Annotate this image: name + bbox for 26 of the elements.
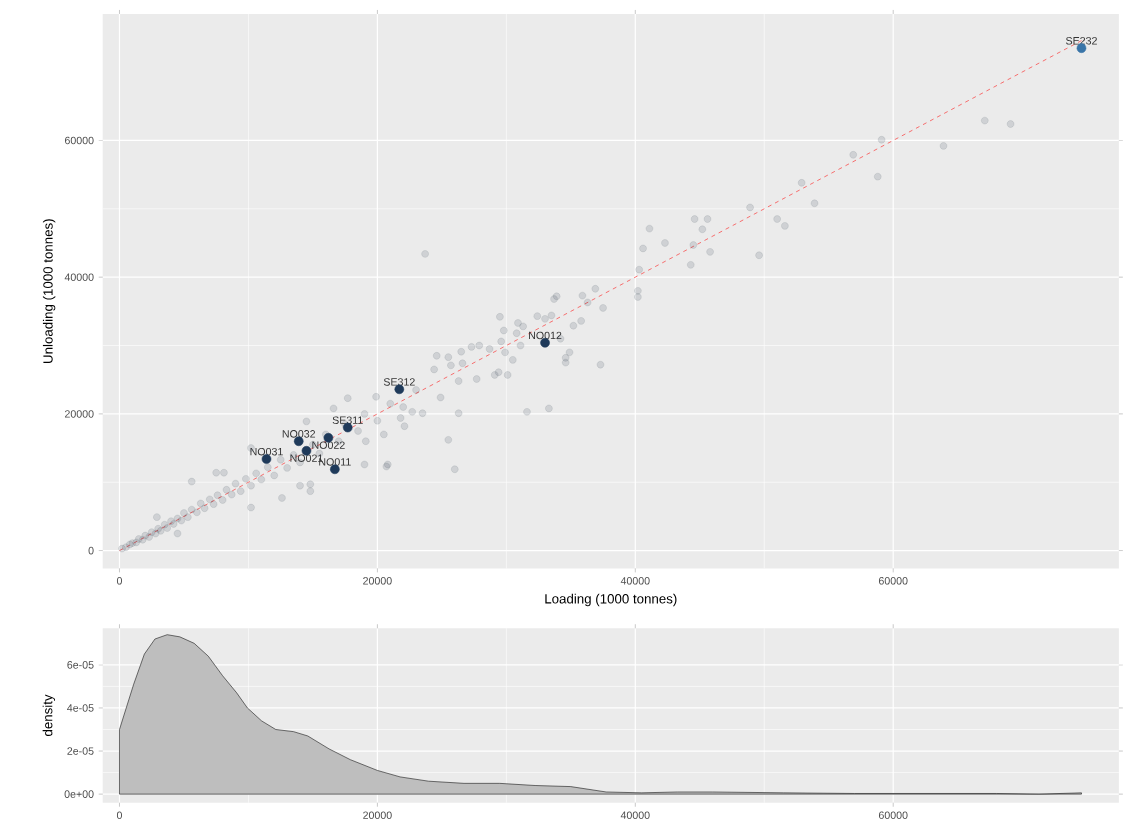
x-tick-label: 0 xyxy=(116,811,123,820)
x-axis-title: Loading (1000 tonnes) xyxy=(545,593,677,607)
x-tick-label: 60000 xyxy=(878,577,908,585)
annotation: SE311 xyxy=(332,416,363,425)
y-tick-label: 4e-05 xyxy=(67,704,94,712)
x-tick-label: 20000 xyxy=(363,811,392,820)
annotation: NO022 xyxy=(312,441,345,450)
x-tick-label: 60000 xyxy=(878,811,908,820)
y-tick-label: 20000 xyxy=(65,410,94,418)
annotation: SE232 xyxy=(1066,37,1097,45)
annotation: NO031 xyxy=(250,448,283,456)
y-tick-label: 2e-05 xyxy=(67,747,94,755)
annotation: NO032 xyxy=(282,430,316,438)
x-tick-label: 40000 xyxy=(620,811,650,820)
y-tick-label: 0 xyxy=(88,547,94,555)
y-tick-label: 0e+00 xyxy=(64,790,94,799)
y-tick-label: 60000 xyxy=(65,136,94,145)
y-axis-title: Unloading (1000 tonnes) xyxy=(42,219,56,364)
x-tick-label: 20000 xyxy=(363,577,392,585)
x-tick-label: 40000 xyxy=(620,577,650,585)
annotation: NO012 xyxy=(529,331,562,340)
y-tick-label: 6e-05 xyxy=(67,661,94,669)
x-tick-label: 0 xyxy=(116,577,123,585)
y-tick-label: 40000 xyxy=(64,273,94,282)
annotation: SE312 xyxy=(383,378,415,386)
y-axis-title: density xyxy=(42,694,56,737)
